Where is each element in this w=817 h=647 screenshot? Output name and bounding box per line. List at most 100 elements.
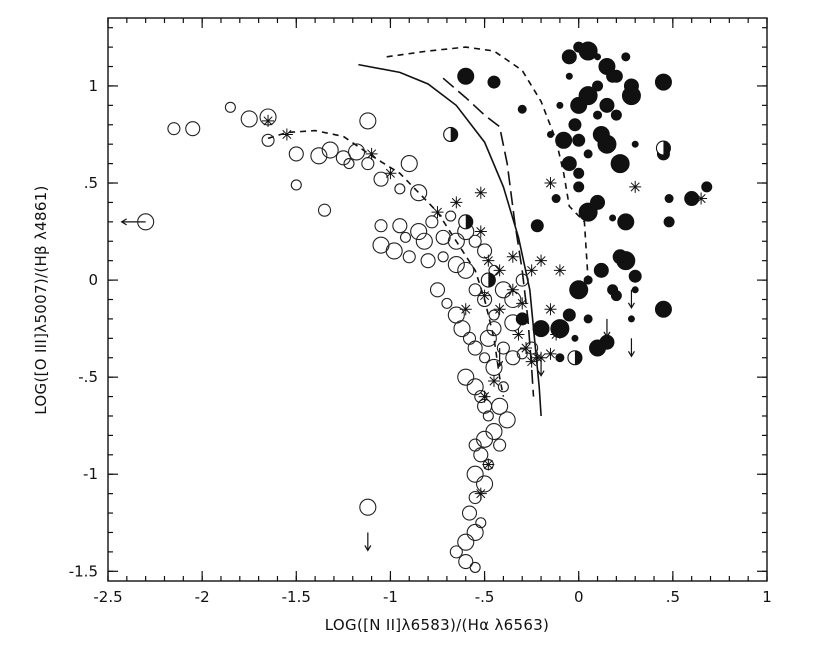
half-filled-circle-fill	[574, 350, 582, 365]
filled-circle-point	[562, 308, 576, 322]
y-tick-label: -.5	[78, 368, 98, 386]
asterisk-point	[629, 180, 642, 193]
asterisk-point	[262, 114, 275, 127]
asterisk-point	[516, 297, 529, 310]
filled-circle-point	[556, 101, 564, 109]
axis-ticks	[107, 18, 768, 581]
filled-circle-point	[593, 110, 603, 120]
open-circle-point	[479, 329, 497, 347]
open-circle-point	[399, 231, 412, 243]
upper-limit-arrowhead	[364, 545, 372, 552]
open-circle-point	[493, 438, 507, 452]
filled-circle-point	[555, 353, 565, 363]
x-tick-label: -1.5	[282, 588, 311, 606]
filled-circle-point	[573, 167, 585, 179]
open-circle-point	[466, 523, 484, 542]
open-circle-point	[425, 215, 439, 229]
filled-circle-point	[610, 154, 630, 174]
filled-circle-point	[571, 334, 579, 342]
filled-circle-point	[457, 67, 475, 85]
filled-circle-point	[664, 194, 674, 204]
asterisk-point	[487, 375, 500, 388]
x-tick-label: -.5	[475, 588, 495, 606]
x-tick-label: 1	[762, 588, 772, 606]
open-circle-point	[475, 517, 487, 529]
y-tick-label: 0	[88, 271, 98, 289]
half-filled-circle-fill	[663, 141, 671, 156]
open-circle-point	[359, 112, 377, 130]
asterisk-point	[478, 390, 491, 403]
open-circle-point	[515, 273, 529, 287]
x-tick-label: -2.5	[93, 588, 122, 606]
open-circle-point	[167, 122, 181, 136]
open-circle-point	[485, 358, 503, 376]
filled-circle-point	[606, 69, 620, 83]
filled-circle-point	[487, 75, 501, 89]
open-circle-point	[435, 229, 451, 245]
open-circle-point	[402, 250, 416, 264]
y-tick-label: .5	[84, 174, 98, 192]
asterisk-point	[535, 254, 548, 267]
x-axis-label: LOG([N II]λ6583)/(Hα λ6563)	[325, 616, 549, 634]
open-circle-point	[497, 381, 509, 393]
asterisk-point	[525, 355, 538, 368]
filled-circle-point	[612, 249, 628, 265]
filled-circle-point	[551, 194, 561, 204]
asterisk-point	[459, 303, 472, 316]
open-circle-point	[445, 210, 457, 222]
filled-circle-point	[570, 96, 588, 114]
x-tick-label: 0	[574, 588, 584, 606]
filled-circle-point	[589, 339, 607, 357]
filled-circle-point	[592, 80, 604, 92]
y-tick-label: 1	[88, 77, 98, 95]
filled-circle-point	[578, 41, 598, 61]
open-circle-point	[482, 410, 494, 422]
half-filled-circle-fill	[488, 273, 496, 288]
filled-circle-point	[609, 214, 617, 222]
open-circle-point	[469, 561, 481, 573]
asterisk-point	[506, 283, 519, 296]
asterisk-point	[478, 289, 491, 302]
filled-circle-point	[573, 181, 585, 193]
open-circle-point	[473, 447, 489, 463]
open-circle-point	[429, 282, 446, 298]
asterisk-point	[506, 250, 519, 263]
open-circle-point	[394, 183, 406, 195]
open-circle-point	[317, 203, 332, 217]
filled-circle-point	[593, 262, 609, 278]
y-tick-label: -1	[83, 465, 98, 483]
open-circle-point	[447, 232, 465, 250]
y-tick-labels: -1.5 -1 -.5 0 .5 1	[69, 77, 98, 580]
open-circle-point	[457, 368, 475, 386]
filled-circle-point	[599, 97, 615, 113]
open-circle-point	[385, 242, 403, 260]
filled-circle-point	[592, 125, 610, 143]
filled-circle-point	[621, 86, 641, 106]
open-circle-point	[224, 101, 236, 113]
open-circle-point	[467, 340, 483, 356]
open-circle-point	[468, 283, 482, 297]
asterisk-point	[531, 351, 544, 364]
asterisk-point	[553, 264, 566, 277]
asterisk-point	[544, 303, 557, 316]
open-circle-point	[415, 232, 433, 250]
filled-circle-point	[654, 73, 672, 91]
open-circle-point	[491, 397, 509, 415]
y-axis-label: LOG([O III]λ5007)/(Hβ λ4861)	[32, 185, 50, 414]
open-circle-point	[420, 253, 436, 269]
open-circle-point	[498, 411, 516, 429]
open-circle-point	[321, 141, 339, 159]
filled-circle-point	[583, 314, 593, 324]
asterisk-point	[493, 303, 506, 316]
open-circle-point	[240, 110, 258, 128]
x-tick-label: .5	[666, 588, 680, 606]
open-circle-point	[488, 309, 500, 321]
open-circle-point	[476, 430, 494, 448]
filled-circle-point	[663, 216, 675, 228]
asterisk-point	[544, 177, 557, 190]
asterisk-point	[450, 196, 463, 209]
filled-circle-point	[627, 315, 635, 323]
asterisk-point	[384, 167, 397, 180]
open-circle-point	[374, 219, 388, 233]
